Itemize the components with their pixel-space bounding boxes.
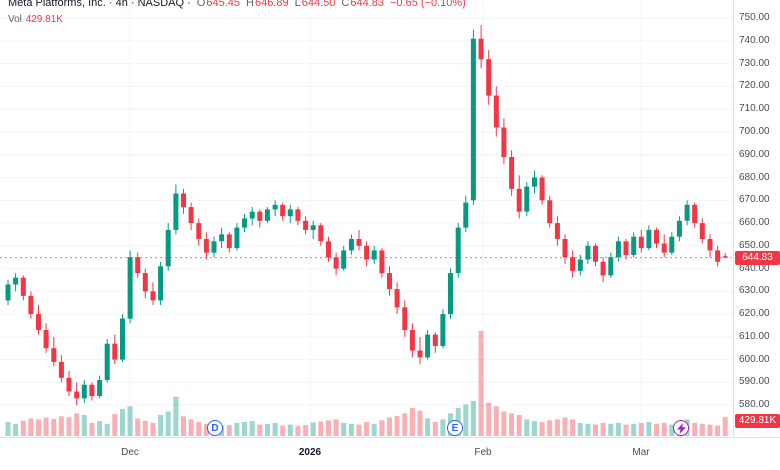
ohlc-low: L644.50 — [294, 0, 336, 9]
flash-marker[interactable] — [673, 420, 689, 436]
price-axis-label: 640.00 — [739, 263, 770, 274]
time-axis-label-2026[interactable]: 2026 — [298, 447, 322, 458]
ohlc-close: C644.83 — [341, 0, 384, 9]
price-axis-label: 690.00 — [739, 149, 770, 160]
candlestick-chart[interactable] — [0, 0, 733, 437]
vol-label: Vol — [8, 14, 22, 25]
change-value: −0.65 (−0.10%) — [390, 0, 466, 9]
price-axis-label: 720.00 — [739, 80, 770, 91]
price-axis-label: 610.00 — [739, 331, 770, 342]
price-axis-label: 740.00 — [739, 35, 770, 46]
volume-badge: 429.81K — [735, 414, 780, 428]
price-axis-label: 630.00 — [739, 285, 770, 296]
dividend-marker[interactable]: D — [207, 420, 223, 436]
price-axis-label: 660.00 — [739, 217, 770, 228]
price-axis-label: 620.00 — [739, 308, 770, 319]
price-axis-label: 650.00 — [739, 240, 770, 251]
price-axis-label: 600.00 — [739, 354, 770, 365]
price-axis-label: 590.00 — [739, 376, 770, 387]
vol-value: 429.81K — [25, 14, 63, 25]
price-scale[interactable]: 644.83 429.81K 750.00 740.00 730.00 720.00 7… — [733, 0, 780, 437]
price-axis-label: 680.00 — [739, 172, 770, 183]
chart-plot-area[interactable] — [0, 0, 733, 437]
legend-row-volume: Vol 429.81K — [8, 13, 466, 26]
earnings-marker[interactable]: E — [447, 420, 463, 436]
price-axis-label: 710.00 — [739, 103, 770, 114]
price-axis-label: 670.00 — [739, 194, 770, 205]
last-price-badge: 644.83 — [735, 251, 780, 265]
legend-row-main: Meta Platforms, Inc. · 4h · NASDAQ · O645… — [8, 0, 466, 10]
price-axis-label: 700.00 — [739, 126, 770, 137]
lightning-icon — [676, 422, 686, 434]
time-axis-label-feb[interactable]: Feb — [474, 447, 492, 458]
ohlc-open: O645.45 — [196, 0, 240, 9]
price-axis-label: 750.00 — [739, 12, 770, 23]
price-axis-label: 580.00 — [739, 399, 770, 410]
ohlc-high: H646.89 — [246, 0, 289, 9]
time-axis-label-dec[interactable]: Dec — [121, 447, 139, 458]
time-axis-label-mar[interactable]: Mar — [632, 447, 650, 458]
time-scale[interactable]: Dec 2026 Feb Mar — [0, 437, 780, 470]
symbol-legend[interactable]: Meta Platforms, Inc. · 4h · NASDAQ · O645… — [8, 0, 466, 26]
symbol-title[interactable]: Meta Platforms, Inc. · 4h · NASDAQ · — [8, 0, 191, 9]
price-axis-label: 730.00 — [739, 58, 770, 69]
